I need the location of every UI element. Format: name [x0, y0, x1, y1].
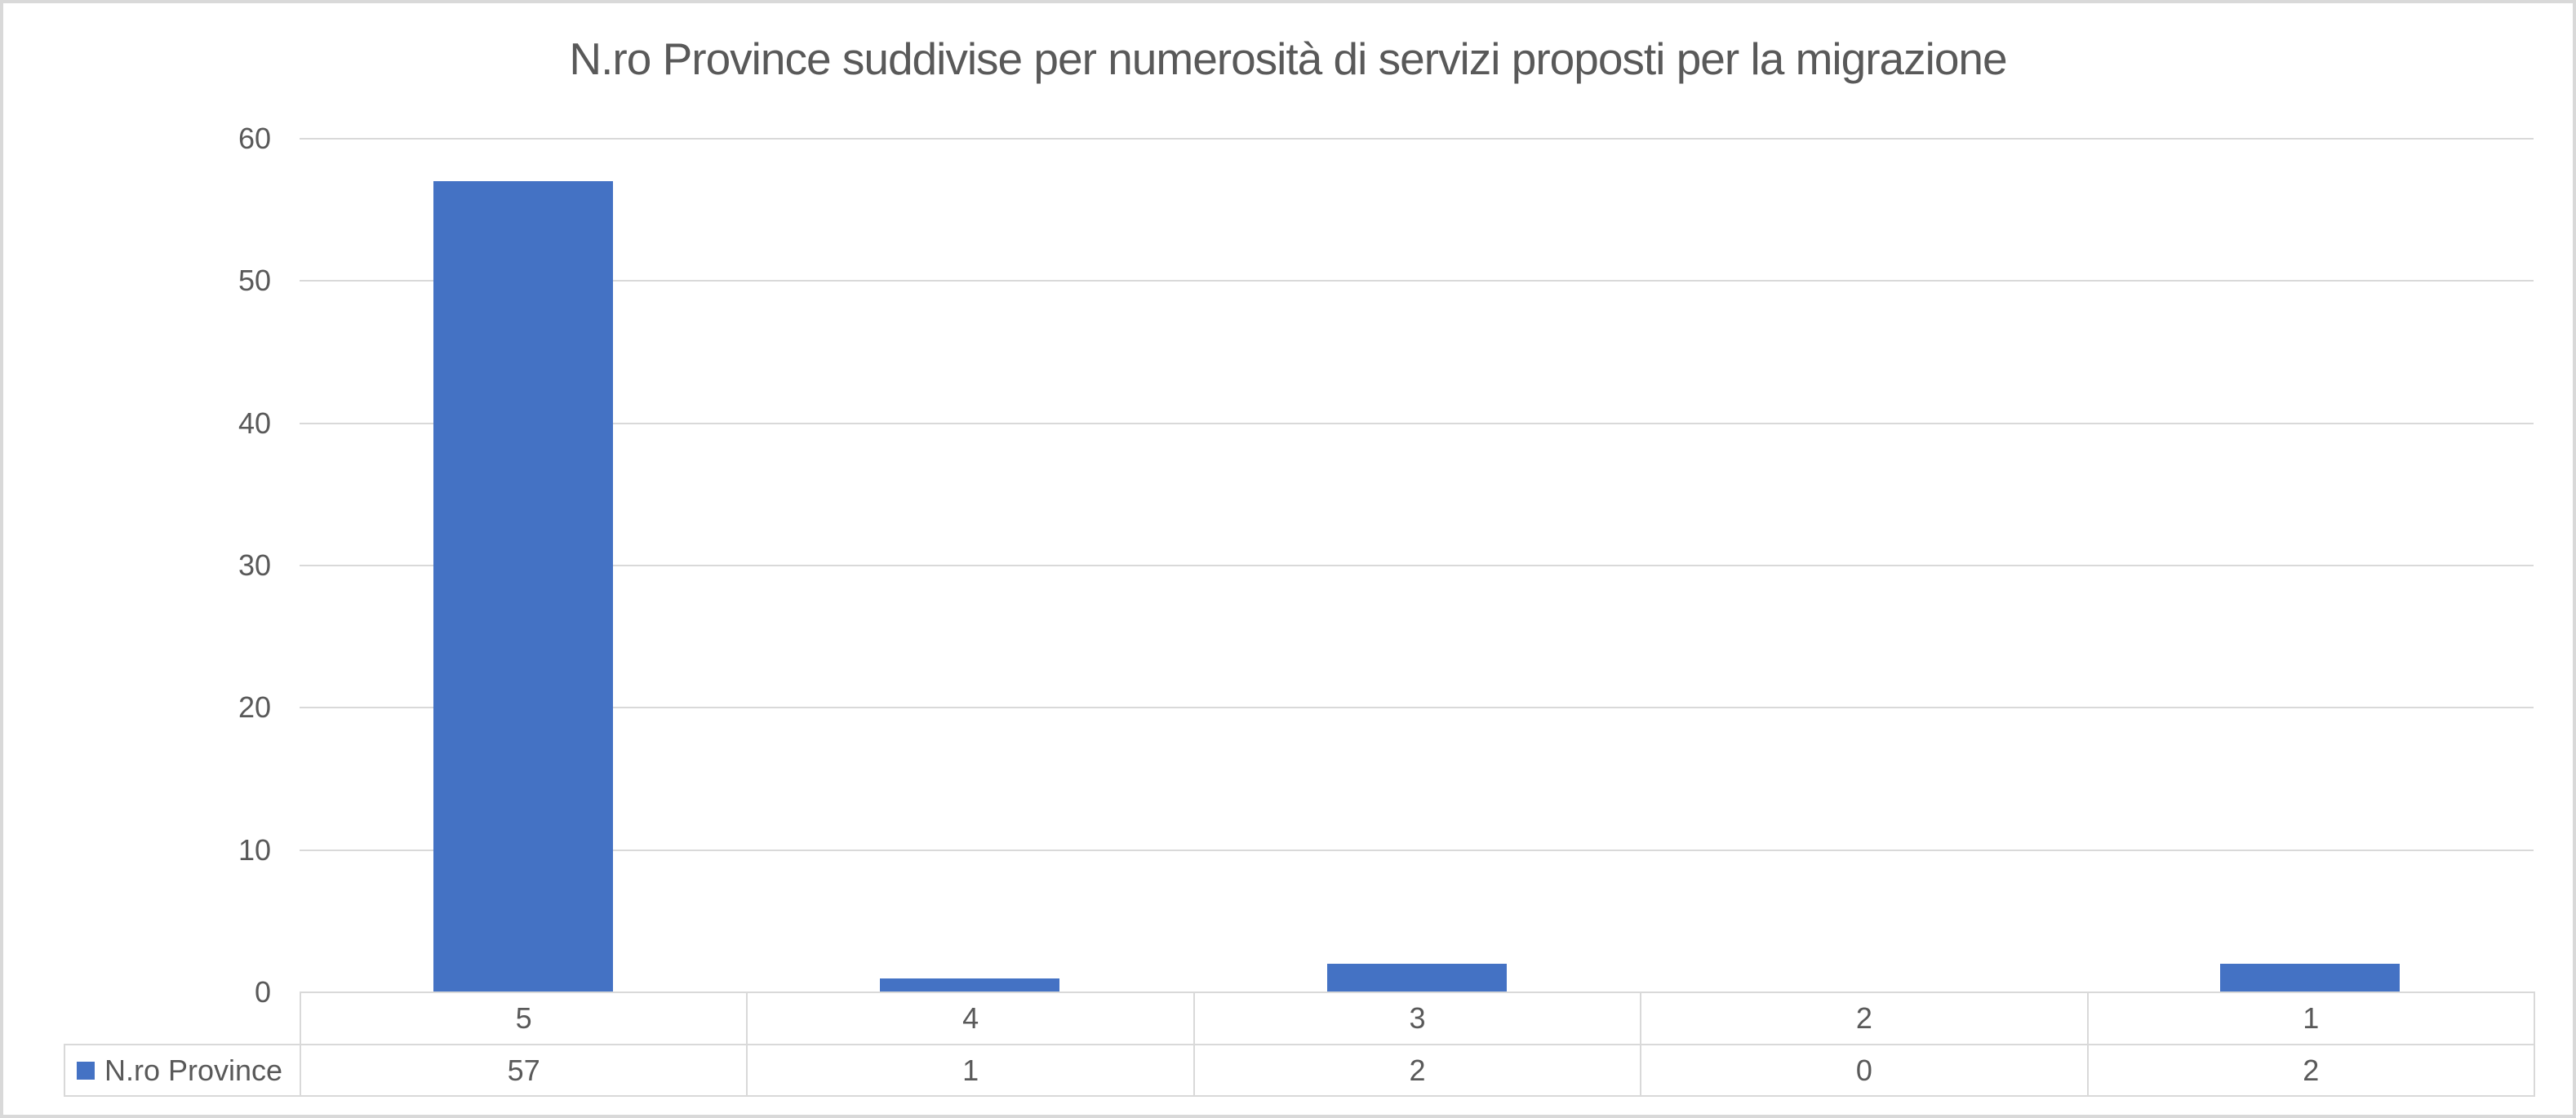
chart-title: N.ro Province suddivise per numerosità d…: [569, 33, 2007, 84]
value-row: N.ro Province 57 1 2 0 2: [64, 1044, 2536, 1097]
gridline-30: [300, 565, 2534, 566]
bar-category-5: [433, 181, 613, 992]
series-marker-icon: [77, 1061, 95, 1080]
value-cell-4: 1: [746, 1044, 1195, 1097]
category-cell-5: 5: [299, 992, 748, 1045]
gridline-10: [300, 849, 2534, 851]
value-cell-1: 2: [2086, 1044, 2536, 1097]
y-tick-label-30: 30: [238, 548, 271, 582]
category-cell-2: 2: [1640, 992, 2089, 1045]
category-cell-1: 1: [2086, 992, 2536, 1045]
bar-category-1: [2220, 964, 2401, 992]
table-spacer-cell: [64, 992, 301, 1045]
y-tick-label-10: 10: [238, 832, 271, 867]
y-axis: 0 10 20 30 40 50 60: [157, 122, 271, 1009]
bar-category-3: [1326, 964, 1507, 992]
bar-category-4: [880, 978, 1060, 992]
gridline-20: [300, 707, 2534, 709]
legend: N.ro Province: [66, 1053, 299, 1088]
value-cell-2: 0: [1640, 1044, 2089, 1097]
gridline-60: [300, 138, 2534, 140]
category-cell-3: 3: [1193, 992, 1642, 1045]
legend-cell: N.ro Province: [64, 1044, 301, 1097]
y-tick-label-20: 20: [238, 690, 271, 725]
category-cell-4: 4: [746, 992, 1195, 1045]
series-name: N.ro Province: [104, 1053, 283, 1087]
value-cell-5: 57: [299, 1044, 748, 1097]
value-cell-3: 2: [1193, 1044, 1642, 1097]
gridline-40: [300, 422, 2534, 424]
y-tick-label-50: 50: [238, 264, 271, 298]
plot-area: [300, 138, 2534, 993]
y-tick-label-40: 40: [238, 406, 271, 440]
y-tick-label-60: 60: [238, 122, 271, 155]
gridline-50: [300, 280, 2534, 282]
